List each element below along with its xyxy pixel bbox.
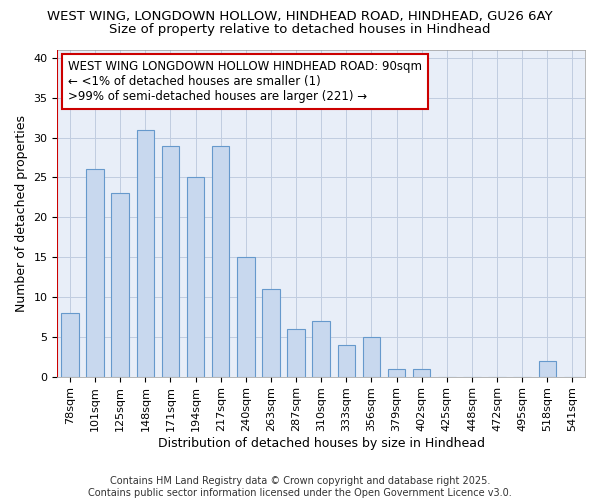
Bar bbox=[112, 194, 129, 376]
Bar bbox=[313, 321, 330, 376]
Bar bbox=[262, 289, 280, 376]
Text: WEST WING, LONGDOWN HOLLOW, HINDHEAD ROAD, HINDHEAD, GU26 6AY: WEST WING, LONGDOWN HOLLOW, HINDHEAD ROA… bbox=[47, 10, 553, 23]
Text: WEST WING LONGDOWN HOLLOW HINDHEAD ROAD: 90sqm
← <1% of detached houses are smal: WEST WING LONGDOWN HOLLOW HINDHEAD ROAD:… bbox=[68, 60, 422, 103]
Text: Size of property relative to detached houses in Hindhead: Size of property relative to detached ho… bbox=[109, 22, 491, 36]
Bar bbox=[86, 170, 104, 376]
Bar bbox=[413, 368, 430, 376]
X-axis label: Distribution of detached houses by size in Hindhead: Distribution of detached houses by size … bbox=[158, 437, 485, 450]
Bar bbox=[237, 257, 254, 376]
Text: Contains HM Land Registry data © Crown copyright and database right 2025.
Contai: Contains HM Land Registry data © Crown c… bbox=[88, 476, 512, 498]
Bar bbox=[61, 313, 79, 376]
Bar bbox=[388, 368, 406, 376]
Bar bbox=[161, 146, 179, 376]
Bar bbox=[362, 337, 380, 376]
Bar bbox=[187, 178, 205, 376]
Bar bbox=[338, 344, 355, 376]
Bar bbox=[539, 360, 556, 376]
Bar bbox=[137, 130, 154, 376]
Y-axis label: Number of detached properties: Number of detached properties bbox=[15, 115, 28, 312]
Bar bbox=[287, 329, 305, 376]
Bar bbox=[212, 146, 229, 376]
